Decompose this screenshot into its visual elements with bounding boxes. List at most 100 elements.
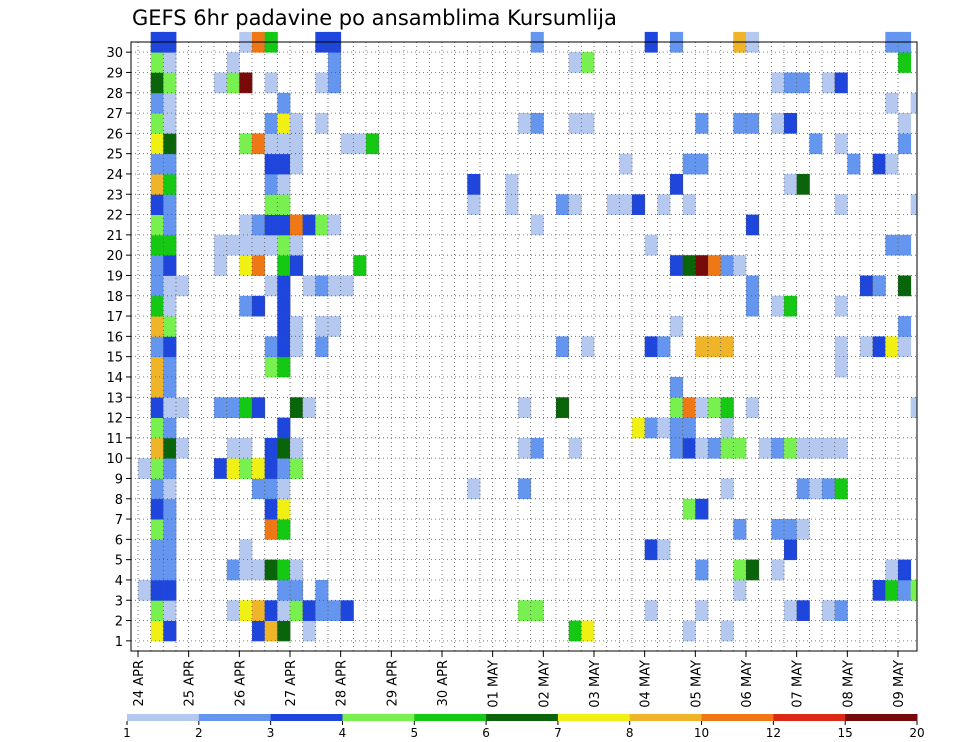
legend-label: 6 — [482, 726, 490, 740]
heatmap-cell — [556, 336, 570, 358]
x-tick-label: 09 MAY — [892, 660, 907, 708]
heatmap-cell — [695, 397, 709, 418]
heatmap-cell — [264, 600, 278, 621]
heatmap-cell — [277, 133, 291, 155]
heatmap-cell — [252, 478, 266, 500]
legend-label: 5 — [410, 726, 418, 740]
x-tick-label: 08 MAY — [841, 660, 856, 708]
heatmap-cell — [163, 539, 177, 561]
heatmap-cell — [290, 113, 304, 134]
heatmap-cell — [505, 174, 519, 195]
heatmap-cell — [315, 275, 329, 297]
heatmap-cell — [150, 153, 164, 175]
heatmap-cell — [277, 174, 291, 195]
heatmap-cell — [239, 72, 253, 94]
legend-label: 7 — [554, 726, 562, 740]
heatmap-cell — [898, 580, 912, 601]
heatmap-cell — [163, 72, 177, 94]
heatmap-cell — [163, 234, 177, 256]
heatmap-cell — [328, 214, 342, 236]
heatmap-cell — [910, 397, 918, 418]
heatmap-cell — [239, 559, 253, 581]
heatmap-cell — [518, 478, 532, 500]
heatmap-cell — [657, 417, 671, 439]
heatmap-cell — [163, 559, 177, 581]
heatmap-cell — [708, 336, 722, 358]
heatmap-cell — [834, 600, 848, 621]
heatmap-cell — [746, 295, 760, 317]
heatmap-cell — [252, 458, 266, 479]
heatmap-cell — [720, 478, 734, 500]
heatmap-cell — [809, 478, 823, 500]
legend-label: 10 — [694, 726, 709, 740]
heatmap-cell — [252, 397, 266, 418]
heatmap-cell — [910, 92, 918, 114]
heatmap-cell — [290, 133, 304, 155]
heatmap-cell — [695, 113, 709, 134]
x-tick-label: 05 MAY — [689, 660, 704, 708]
heatmap-cell — [809, 133, 823, 155]
heatmap-cell — [277, 234, 291, 256]
heatmap-cell — [264, 113, 278, 134]
heatmap-cell — [252, 255, 266, 276]
heatmap-cell — [733, 519, 747, 540]
heatmap-cell — [568, 437, 582, 459]
heatmap-cell — [898, 234, 912, 256]
heatmap-cell — [163, 194, 177, 215]
heatmap-cell — [606, 194, 620, 215]
heatmap-cell — [264, 356, 278, 378]
legend-color-swatch — [486, 714, 559, 721]
heatmap-cell — [898, 336, 912, 358]
heatmap-cell — [682, 437, 696, 459]
heatmap-cell — [163, 174, 177, 195]
heatmap-cell — [163, 620, 177, 642]
legend-color-swatch — [557, 714, 631, 721]
heatmap-cell — [530, 113, 544, 134]
x-tick-label: 01 MAY — [487, 660, 502, 708]
legend-color-swatch — [845, 714, 918, 721]
y-tick-label: 27 — [106, 107, 123, 122]
heatmap-cell — [163, 458, 177, 479]
y-tick-label: 22 — [106, 209, 123, 224]
color-legend: 1 2 3 4 5 6 7 8 10 12 15 20 — [123, 714, 925, 740]
heatmap-cell — [784, 539, 798, 561]
heatmap-cell — [784, 600, 798, 621]
y-tick-label: 28 — [106, 87, 123, 102]
y-tick-label: 13 — [106, 391, 123, 406]
heatmap-cell — [290, 580, 304, 601]
heatmap-cell — [885, 559, 899, 581]
heatmap-cell — [898, 316, 912, 337]
heatmap-cell — [657, 194, 671, 215]
heatmap-cell — [277, 417, 291, 439]
heatmap-cell — [328, 316, 342, 337]
heatmap-cell — [328, 52, 342, 73]
heatmap-cell — [252, 234, 266, 256]
heatmap-cell — [733, 437, 747, 459]
heatmap-cell — [163, 133, 177, 155]
heatmap-cell — [644, 417, 658, 439]
heatmap-cell — [290, 458, 304, 479]
heatmap-cell — [682, 153, 696, 175]
heatmap-cell — [150, 539, 164, 561]
heatmap-cell — [163, 92, 177, 114]
y-tick-label: 4 — [115, 574, 123, 589]
heatmap-cell — [214, 458, 228, 479]
heatmap-cell — [796, 519, 810, 540]
heatmap-cell — [226, 234, 240, 256]
heatmap-cell — [252, 559, 266, 581]
heatmap-cell — [150, 559, 164, 581]
heatmap-cell — [163, 295, 177, 317]
y-tick-label: 23 — [106, 188, 123, 203]
heatmap-cell — [176, 437, 190, 459]
heatmap-cell — [264, 336, 278, 358]
chart-title: GEFS 6hr padavine po ansamblima Kursumli… — [132, 6, 617, 30]
heatmap-cell — [277, 316, 291, 337]
legend-color-swatch — [127, 714, 200, 721]
heatmap-cell — [239, 458, 253, 479]
heatmap-cell — [163, 153, 177, 175]
y-tick-label: 25 — [106, 148, 123, 163]
heatmap-cell — [898, 113, 912, 134]
heatmap-cell — [733, 580, 747, 601]
heatmap-cell — [885, 234, 899, 256]
